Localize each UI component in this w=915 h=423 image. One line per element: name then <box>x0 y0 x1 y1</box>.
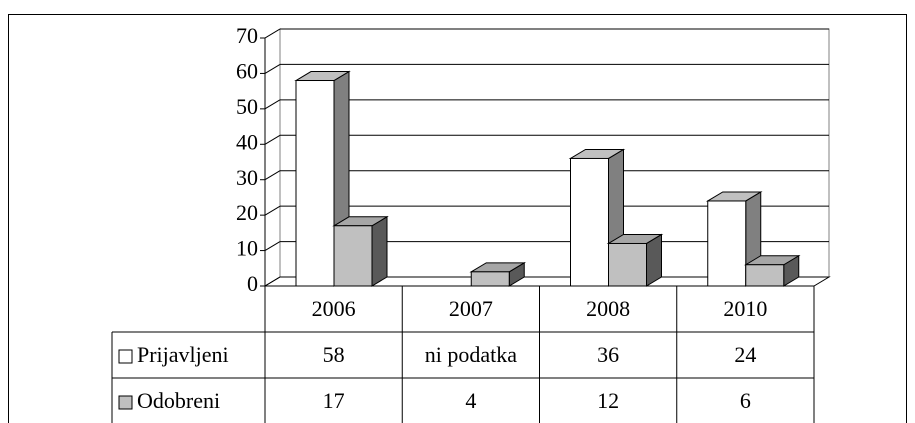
bar-side <box>371 215 388 287</box>
grid-line-side <box>264 63 281 74</box>
y-tick-label: 60 <box>236 58 258 83</box>
table-cell: 24 <box>734 342 756 367</box>
grid-line-side <box>264 99 281 110</box>
legend-swatch <box>118 395 133 410</box>
table-cell: 36 <box>597 342 619 367</box>
bar <box>470 271 510 287</box>
x-tick-label: 2010 <box>723 296 767 321</box>
y-tick-label: 70 <box>236 23 258 48</box>
y-tick-label: 50 <box>236 94 258 119</box>
y-tick-label: 20 <box>236 200 258 225</box>
bar <box>745 264 785 287</box>
table-cell: 17 <box>323 388 345 413</box>
side-wall <box>264 28 281 287</box>
x-tick-label: 2008 <box>586 296 630 321</box>
table-cell: ni podatka <box>425 342 517 367</box>
legend-label: Odobreni <box>137 388 220 413</box>
bar <box>707 200 747 287</box>
bar <box>608 242 647 287</box>
table-cell: 4 <box>465 388 476 413</box>
table-cell: 6 <box>740 388 751 413</box>
y-tick-label: 40 <box>236 129 258 154</box>
grid-line-side <box>264 276 281 287</box>
grid-line-side <box>264 170 281 181</box>
table-cell: 12 <box>597 388 619 413</box>
grid-line-side <box>264 28 281 39</box>
legend-swatch <box>118 349 133 364</box>
x-tick-label: 2007 <box>449 296 493 321</box>
legend-label: Prijavljeni <box>137 342 229 367</box>
grid-line-side <box>264 134 281 145</box>
y-tick-label: 30 <box>236 165 258 190</box>
bar <box>570 157 609 287</box>
x-tick-label: 2006 <box>312 296 356 321</box>
y-tick-label: 10 <box>236 236 258 261</box>
bar <box>295 80 335 287</box>
grid-line-side <box>264 241 281 252</box>
y-tick-label: 0 <box>247 271 258 296</box>
table-cell: 58 <box>323 342 345 367</box>
bar <box>333 225 373 287</box>
grid-line-side <box>264 205 281 216</box>
